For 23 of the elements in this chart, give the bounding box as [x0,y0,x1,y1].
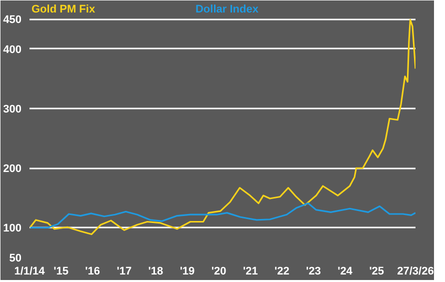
x-tick-label: '16 [85,266,100,278]
y-tick-label: 50 [9,252,22,264]
x-tick-label: '23 [306,266,321,278]
x-tick-label: 1/1/14 [14,266,46,278]
line-series [30,202,416,229]
x-tick-label: '22 [274,266,290,278]
y-tick-label: 450 [3,14,22,26]
x-tick-label: '20 [211,266,226,278]
y-tick-label: 400 [3,44,22,56]
x-tick-label: '18 [148,266,164,278]
x-tick-label: '15 [54,266,68,278]
text: Gold PM Fix [32,4,96,16]
y-tick-label: 300 [3,104,22,116]
x-tick-label: 27/3/26 [397,266,434,278]
text: Dollar Index [195,4,260,16]
x-tick-label: '17 [116,266,132,278]
line-series [30,18,416,236]
y-tick-label: 200 [3,163,22,176]
x-tick-label: '24 [338,266,354,278]
x-tick-label: '21 [242,266,258,278]
y-tick-label: 100 [3,222,22,235]
x-tick-label: '19 [180,266,195,278]
x-tick-label: '25 [369,266,384,278]
